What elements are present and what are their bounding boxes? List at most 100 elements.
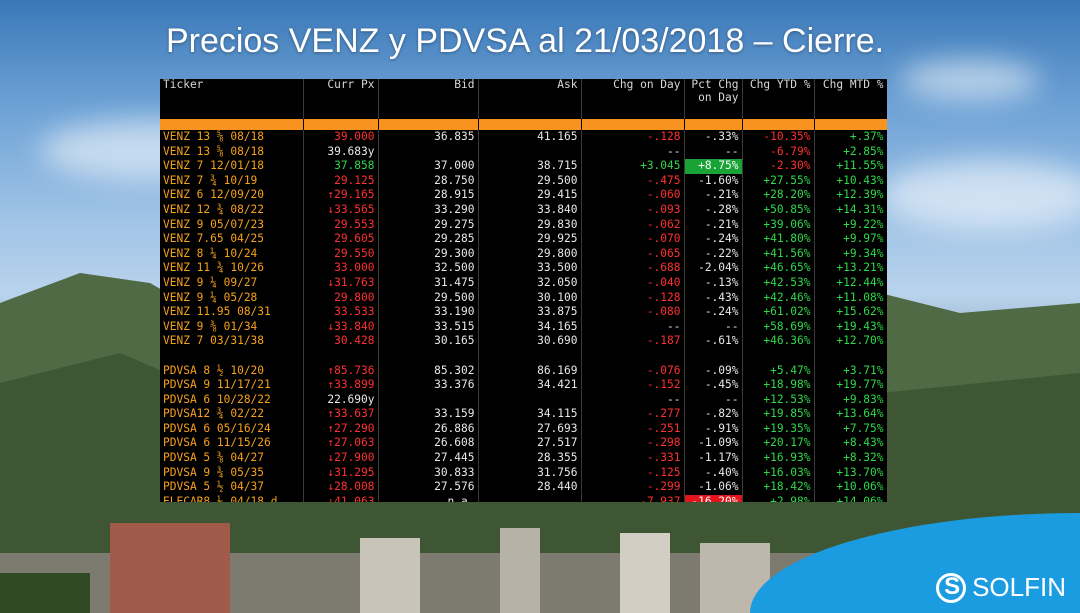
table-row[interactable]: PDVSA 5 ½ 04/37 ↓28.008 27.576 28.440 -.299-…	[160, 480, 887, 495]
pct-chg-cell: -.24%	[684, 305, 743, 320]
bid-cell: 29.300	[378, 246, 479, 262]
bid-cell: 26.886	[378, 421, 479, 437]
col-header-chg-mtd[interactable]: Chg MTD %	[814, 79, 887, 119]
curr-px-cell: ↓33.840	[303, 319, 379, 335]
curr-px-cell: 29.550	[303, 246, 379, 262]
ask-cell: 34.421	[478, 378, 582, 393]
table-row[interactable]: PDVSA 9 ¾ 05/35 ↓31.295 30.833 31.756 -.125-…	[160, 465, 887, 481]
curr-px-cell: ↓41.063	[303, 494, 379, 502]
chg-mtd-cell: +14.31%	[814, 202, 887, 218]
ticker-cell: VENZ 6 12/09/20	[160, 188, 304, 203]
curr-px-cell: 39.683y	[303, 144, 379, 160]
table-row[interactable]: PDVSA 6 10/28/22 22.690y -- -- +12.53% +9.83%	[160, 392, 887, 408]
bid-cell: 33.290	[378, 202, 479, 218]
table-row[interactable]: VENZ 13 ⅝ 08/18 39.683y -- -- -6.79% +2.85%	[160, 144, 887, 160]
chg-ytd-cell: -2.30%	[742, 159, 815, 174]
header-separator-bar	[160, 119, 887, 130]
bid-cell: 29.275	[378, 217, 479, 233]
table-row[interactable]: VENZ 9 ¼ 09/27 ↓31.763 31.475 32.050 -.040 -.…	[160, 275, 887, 291]
chg-mtd-cell: +13.70%	[814, 465, 887, 481]
col-header-curr-px[interactable]: Curr Px	[303, 79, 379, 119]
table-row[interactable]: VENZ 11.95 08/31 33.533 33.190 33.875 -.080-…	[160, 305, 887, 320]
chg-ytd-cell: +12.53%	[742, 392, 815, 408]
ticker-cell: VENZ 12 ¾ 08/22	[160, 202, 304, 218]
chg-ytd-cell: +61.02%	[742, 305, 815, 320]
chg-on-day-cell: --	[581, 392, 685, 408]
table-row[interactable]: VENZ 6 12/09/20 ↑29.165 28.915 29.415 -.060-…	[160, 188, 887, 203]
table-row[interactable]: VENZ 8 ¼ 10/24 29.550 29.300 29.800 -.065 -.2…	[160, 246, 887, 262]
chg-mtd-cell: +7.75%	[814, 421, 887, 437]
curr-px-cell	[303, 348, 379, 364]
ask-cell: 30.690	[478, 334, 582, 349]
table-row[interactable]: VENZ 9 05/07/23 29.553 29.275 29.830 -.062 -.…	[160, 217, 887, 233]
curr-px-cell: ↑33.899	[303, 378, 379, 393]
chg-mtd-cell: +9.34%	[814, 246, 887, 262]
pct-chg-cell: -2.04%	[684, 261, 743, 276]
chg-ytd-cell: +41.80%	[742, 232, 815, 247]
col-header-bid[interactable]: Bid	[378, 79, 479, 119]
chg-on-day-cell: -.060	[581, 188, 685, 203]
table-row[interactable]: PDVSA12 ¾ 02/22 ↑33.637 33.159 34.115 -.277-…	[160, 407, 887, 422]
table-row[interactable]: PDVSA 6 11/15/26 ↑27.063 26.608 27.517 -.298…	[160, 436, 887, 452]
table-row[interactable]	[160, 348, 887, 364]
ticker-cell: PDVSA 9 11/17/21	[160, 378, 304, 393]
chg-mtd-cell: +9.22%	[814, 217, 887, 233]
table-row[interactable]: VENZ 7.65 04/25 29.605 29.285 29.925 -.070 -.…	[160, 232, 887, 247]
col-header-ask[interactable]: Ask	[478, 79, 582, 119]
bid-cell: 31.475	[378, 275, 479, 291]
table-row[interactable]: PDVSA 9 11/17/21 ↑33.899 33.376 34.421 -.152…	[160, 378, 887, 393]
chg-on-day-cell: -.040	[581, 275, 685, 291]
table-row[interactable]: VENZ 7 03/31/38 30.428 30.165 30.690 -.187 -.…	[160, 334, 887, 349]
col-header-chg-on-day[interactable]: Chg on Day	[581, 79, 685, 119]
chg-mtd-cell: +11.55%	[814, 159, 887, 174]
pct-chg-cell: -.91%	[684, 421, 743, 437]
table-row[interactable]: PDVSA 8 ½ 10/20 ↑85.736 85.302 86.169 -.076-…	[160, 363, 887, 379]
table-row[interactable]: VENZ 9 ⅜ 01/34 ↓33.840 33.515 34.165 -- -- +58…	[160, 319, 887, 335]
ticker-cell: PDVSA 6 10/28/22	[160, 392, 304, 408]
table-row[interactable]: ELECAR8 ½ 04/18 d ↓41.063 n.a. -7.937 -16.20…	[160, 494, 887, 502]
bid-cell: n.a.	[378, 494, 479, 502]
chg-ytd-cell: +41.56%	[742, 246, 815, 262]
table-row[interactable]: PDVSA 6 05/16/24 ↑27.290 26.886 27.693 -.251…	[160, 421, 887, 437]
chg-mtd-cell: +9.83%	[814, 392, 887, 408]
chg-mtd-cell: +11.08%	[814, 290, 887, 306]
table-row[interactable]: VENZ 7 ¾ 10/19 29.125 28.750 29.500 -.475 -1.…	[160, 173, 887, 189]
pct-chg-cell: --	[684, 319, 743, 335]
chg-on-day-cell: -.070	[581, 232, 685, 247]
ticker-cell: PDVSA 5 ½ 04/37	[160, 480, 304, 495]
table-row[interactable]: VENZ 9 ¼ 05/28 29.800 29.500 30.100 -.128 -.4…	[160, 290, 887, 306]
bid-cell: 29.500	[378, 290, 479, 306]
chg-ytd-cell: +18.98%	[742, 378, 815, 393]
chg-on-day-cell: -.128	[581, 130, 685, 145]
ticker-cell: PDVSA 8 ½ 10/20	[160, 363, 304, 379]
ticker-cell	[160, 348, 304, 364]
ticker-cell: VENZ 9 ¼ 05/28	[160, 290, 304, 306]
chg-on-day-cell: -.251	[581, 421, 685, 437]
ticker-cell: PDVSA 6 05/16/24	[160, 421, 304, 437]
table-row[interactable]: VENZ 13 ⅝ 08/18 39.000 36.835 41.165 -.128 -.…	[160, 130, 887, 145]
chg-on-day-cell: -.299	[581, 480, 685, 495]
bond-price-table: Ticker Curr Px Bid Ask Chg on Day Pct Ch…	[160, 79, 887, 502]
pct-chg-cell: +8.75%	[684, 159, 743, 174]
ask-cell: 28.355	[478, 451, 582, 466]
chg-ytd-cell: +42.53%	[742, 275, 815, 291]
table-row[interactable]: VENZ 11 ¾ 10/26 33.000 32.500 33.500 -.688 -2…	[160, 261, 887, 276]
bid-cell: 85.302	[378, 363, 479, 379]
pct-chg-cell: --	[684, 144, 743, 160]
col-header-chg-ytd[interactable]: Chg YTD %	[742, 79, 815, 119]
pct-chg-cell: -1.09%	[684, 436, 743, 452]
ticker-cell: PDVSA 5 ⅜ 04/27	[160, 451, 304, 466]
col-header-pct-chg[interactable]: Pct Chg on Day	[684, 79, 743, 119]
table-row[interactable]: PDVSA 5 ⅜ 04/27 ↓27.900 27.445 28.355 -.331-…	[160, 451, 887, 466]
table-row[interactable]: VENZ 12 ¾ 08/22 ↓33.565 33.290 33.840 -.093-…	[160, 202, 887, 218]
chg-mtd-cell: +10.43%	[814, 173, 887, 189]
table-row[interactable]: VENZ 7 12/01/18 37.858 37.000 38.715 +3.045 +…	[160, 159, 887, 174]
bid-cell: 27.445	[378, 451, 479, 466]
curr-px-cell: ↓27.900	[303, 451, 379, 466]
chg-ytd-cell: +27.55%	[742, 173, 815, 189]
curr-px-cell: 29.553	[303, 217, 379, 233]
ask-cell: 28.440	[478, 480, 582, 495]
bid-cell: 33.376	[378, 378, 479, 393]
chg-on-day-cell: -.093	[581, 202, 685, 218]
col-header-ticker[interactable]: Ticker	[160, 79, 304, 119]
